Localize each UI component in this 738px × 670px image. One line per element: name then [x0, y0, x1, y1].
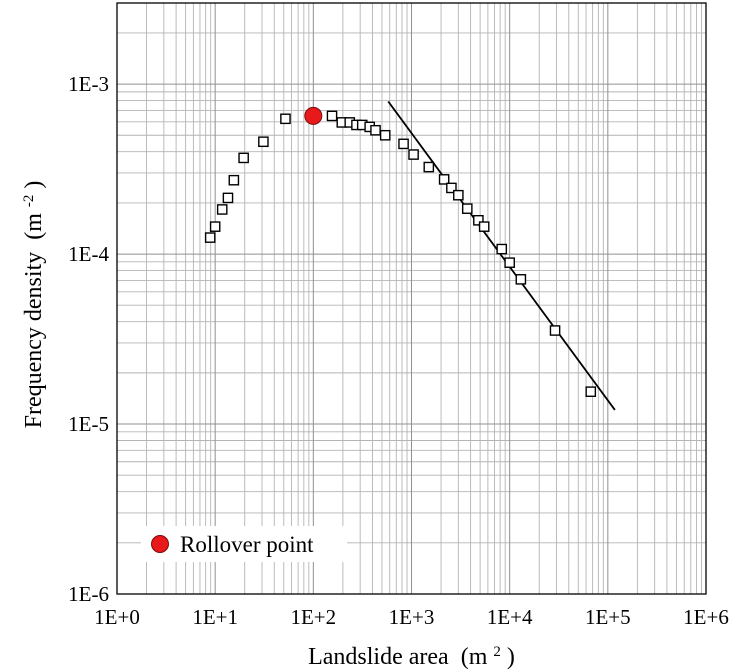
data-point: [238, 152, 249, 164]
plot-frame: [116, 2, 707, 595]
x-axis-title-unit: (m: [461, 644, 488, 670]
x-axis-title: Landslide area (m 2 ): [308, 644, 515, 670]
data-points: [204, 106, 597, 397]
data-point: [453, 189, 464, 201]
y-axis-title-close: ): [21, 181, 47, 189]
data-point: [408, 149, 419, 160]
y-axis-title: Frequency density (m -2 ): [21, 181, 47, 429]
y-axis-title-text: Frequency density: [21, 252, 47, 429]
x-axis-title-text: Landslide area: [308, 644, 449, 670]
data-point: [496, 243, 508, 255]
y-tick-label: 1E-6: [68, 582, 109, 606]
y-axis-title-unit: (m: [21, 213, 47, 240]
y-tick-labels: 1E-6 1E-5 1E-4 1E-3: [68, 72, 109, 606]
x-axis-title-sup: 2: [493, 644, 501, 660]
legend-label: Rollover point: [180, 532, 314, 557]
x-axis-title-close: ): [507, 644, 515, 670]
x-tick-label: 1E+6: [683, 605, 729, 629]
data-point: [398, 138, 409, 150]
x-tick-label: 1E+3: [389, 605, 435, 629]
data-point: [326, 110, 338, 122]
legend-marker: [151, 535, 169, 553]
power-law-fit-line: [387, 100, 616, 411]
y-axis-title-sup: -2: [21, 195, 37, 208]
x-tick-label: 1E+1: [192, 605, 238, 629]
data-point: [209, 221, 221, 232]
x-tick-label: 1E+2: [290, 605, 336, 629]
data-point: [258, 136, 269, 148]
grid-major: [117, 3, 706, 594]
y-tick-label: 1E-4: [68, 242, 109, 266]
data-point: [438, 174, 450, 185]
legend-background: [141, 526, 347, 562]
x-tick-label: 1E+0: [94, 605, 140, 629]
data-point: [473, 214, 484, 226]
y-tick-label: 1E-3: [68, 72, 109, 96]
data-point: [222, 192, 234, 204]
data-point: [446, 182, 457, 194]
data-point: [478, 221, 490, 232]
data-point: [549, 325, 561, 336]
data-point: [370, 124, 381, 136]
x-tick-labels: 1E+0 1E+1 1E+2 1E+3 1E+4 1E+5 1E+6: [94, 605, 729, 629]
data-point: [504, 257, 515, 268]
fit-line-layer: [387, 100, 616, 411]
x-tick-label: 1E+5: [585, 605, 631, 629]
x-tick-label: 1E+4: [487, 605, 533, 629]
data-point: [228, 174, 240, 186]
data-point: [280, 113, 291, 125]
data-point: [204, 232, 216, 243]
data-point: [423, 161, 435, 173]
data-point: [379, 129, 391, 141]
rollover-point: [304, 106, 323, 125]
data-point: [585, 386, 597, 397]
data-point: [515, 274, 527, 285]
legend: Rollover point: [141, 526, 347, 562]
y-tick-label: 1E-5: [68, 412, 109, 436]
data-point: [461, 203, 473, 214]
data-point: [216, 204, 228, 215]
